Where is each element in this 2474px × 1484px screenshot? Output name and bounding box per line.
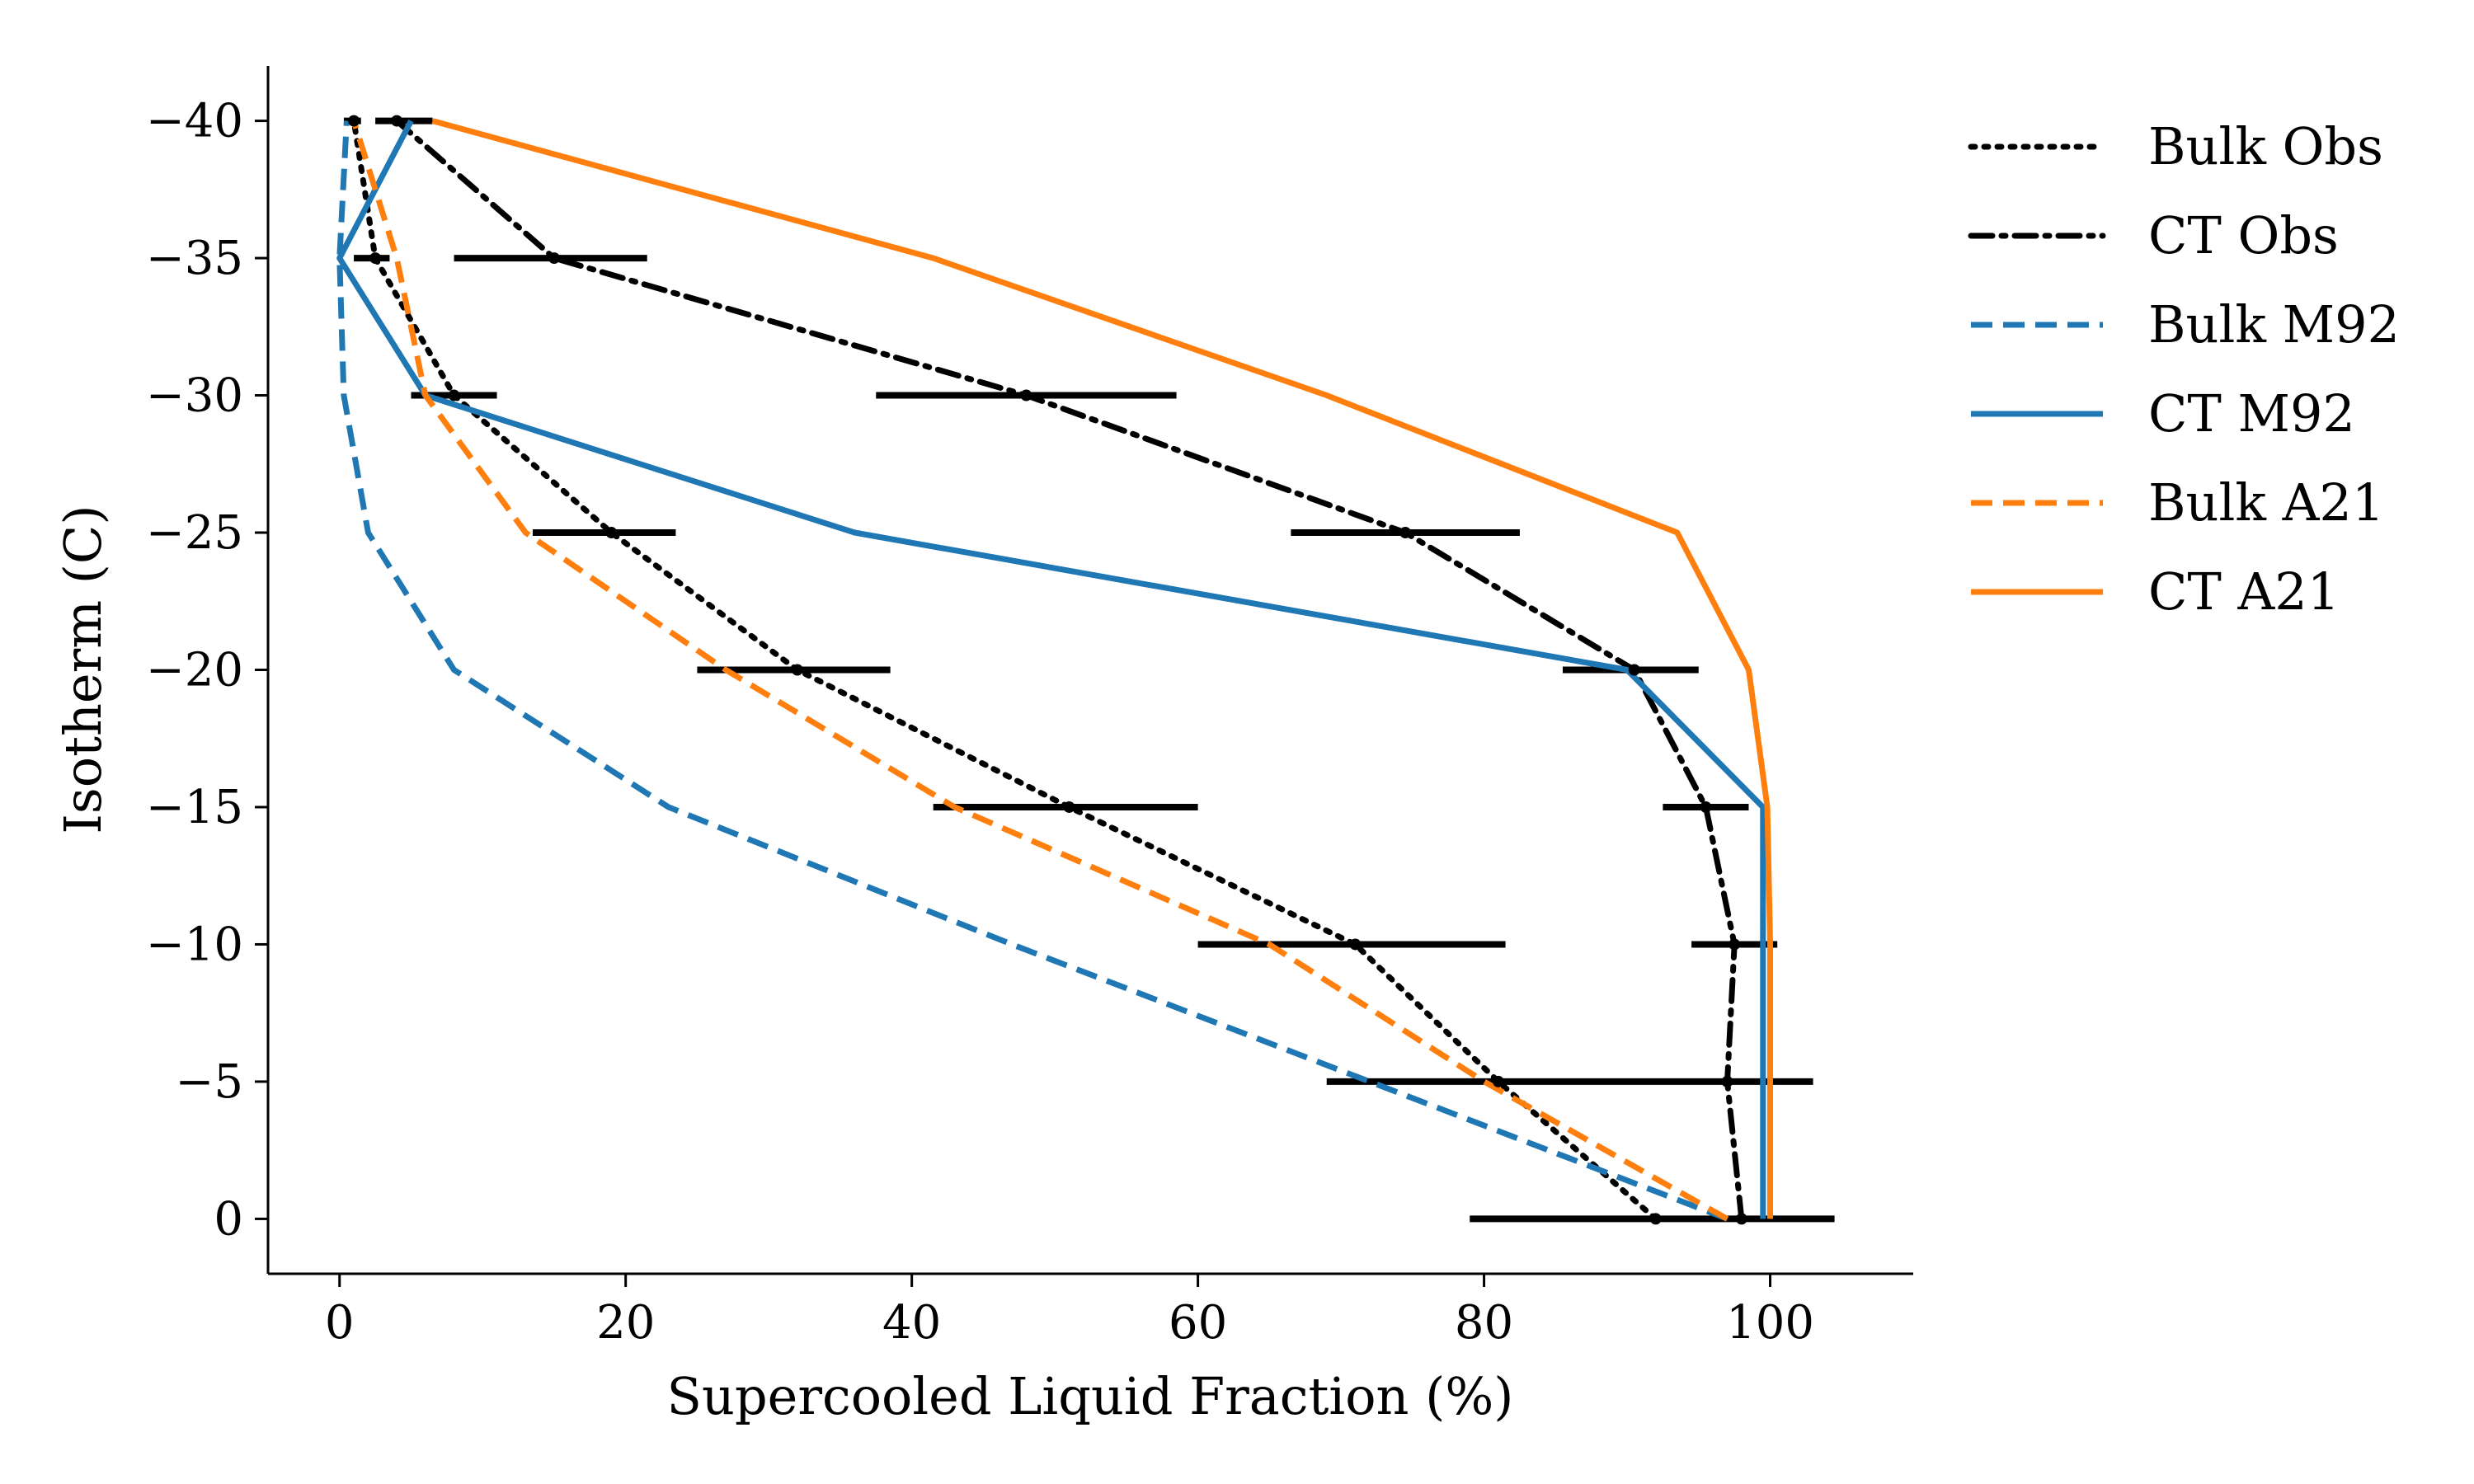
series-point-1-4 [1628, 664, 1640, 676]
y-tick-label-2: −10 [146, 918, 243, 971]
y-tick-label-7: −35 [146, 232, 243, 285]
series-point-1-3 [1700, 801, 1712, 813]
y-tick-label-6: −30 [146, 369, 243, 423]
y-tick-label-1: −5 [175, 1055, 243, 1109]
series-point-0-8 [348, 115, 360, 127]
series-point-0-5 [605, 527, 618, 539]
series-point-0-6 [448, 389, 460, 402]
series-point-0-7 [369, 252, 382, 265]
series-line-2 [336, 120, 1729, 1222]
series-point-0-4 [791, 664, 803, 676]
series-point-1-8 [391, 115, 403, 127]
x-tick-label-3: 60 [1169, 1296, 1227, 1350]
series-point-1-5 [1399, 527, 1412, 539]
y-tick-label-0: 0 [214, 1192, 243, 1246]
x-tick-label-5: 100 [1726, 1296, 1814, 1350]
y-tick-label-3: −15 [146, 781, 243, 834]
plot-area [336, 115, 1835, 1225]
y-tick-label-4: −20 [146, 644, 243, 697]
legend-label-3: CT M92 [2148, 383, 2355, 444]
series-point-1-6 [1020, 389, 1032, 402]
series-point-0-2 [1349, 938, 1362, 951]
y-tick-label-5: −25 [146, 506, 243, 560]
series-point-1-7 [548, 252, 560, 265]
series-point-1-1 [1721, 1075, 1733, 1087]
series-point-0-1 [1492, 1075, 1504, 1087]
series-line-1 [393, 118, 1745, 1222]
y-tick-label-8: −40 [146, 95, 243, 148]
series-point-0-0 [1649, 1213, 1662, 1225]
x-tick-label-0: 0 [325, 1296, 355, 1350]
x-tick-label-4: 80 [1455, 1296, 1513, 1350]
x-tick-label-2: 40 [882, 1296, 941, 1350]
series-point-1-0 [1735, 1213, 1747, 1225]
x-tick-label-1: 20 [596, 1296, 655, 1350]
series-line-4 [350, 120, 1729, 1222]
series-line-5 [431, 118, 1773, 1219]
legend-label-1: CT Obs [2148, 205, 2339, 265]
ticks: 0 20 40 60 80 100 0 −5 −10 −15 −20 −25 −30 −35 −40 [146, 95, 1814, 1350]
legend-label-5: CT A21 [2148, 561, 2340, 622]
series-point-1-2 [1729, 938, 1741, 951]
y-axis-label: Isotherm (C) [53, 505, 113, 834]
series-point-0-3 [1063, 801, 1075, 813]
legend-label-4: Bulk A21 [2148, 472, 2384, 533]
legend: Bulk Obs CT Obs Bulk M92 CT M92 Bulk A21 CT A… [1968, 116, 2400, 622]
legend-label-0: Bulk Obs [2148, 116, 2383, 176]
x-axis-label: Supercooled Liquid Fraction (%) [667, 1366, 1514, 1426]
legend-label-2: Bulk M92 [2148, 294, 2400, 355]
series-line-3 [336, 119, 1766, 1219]
